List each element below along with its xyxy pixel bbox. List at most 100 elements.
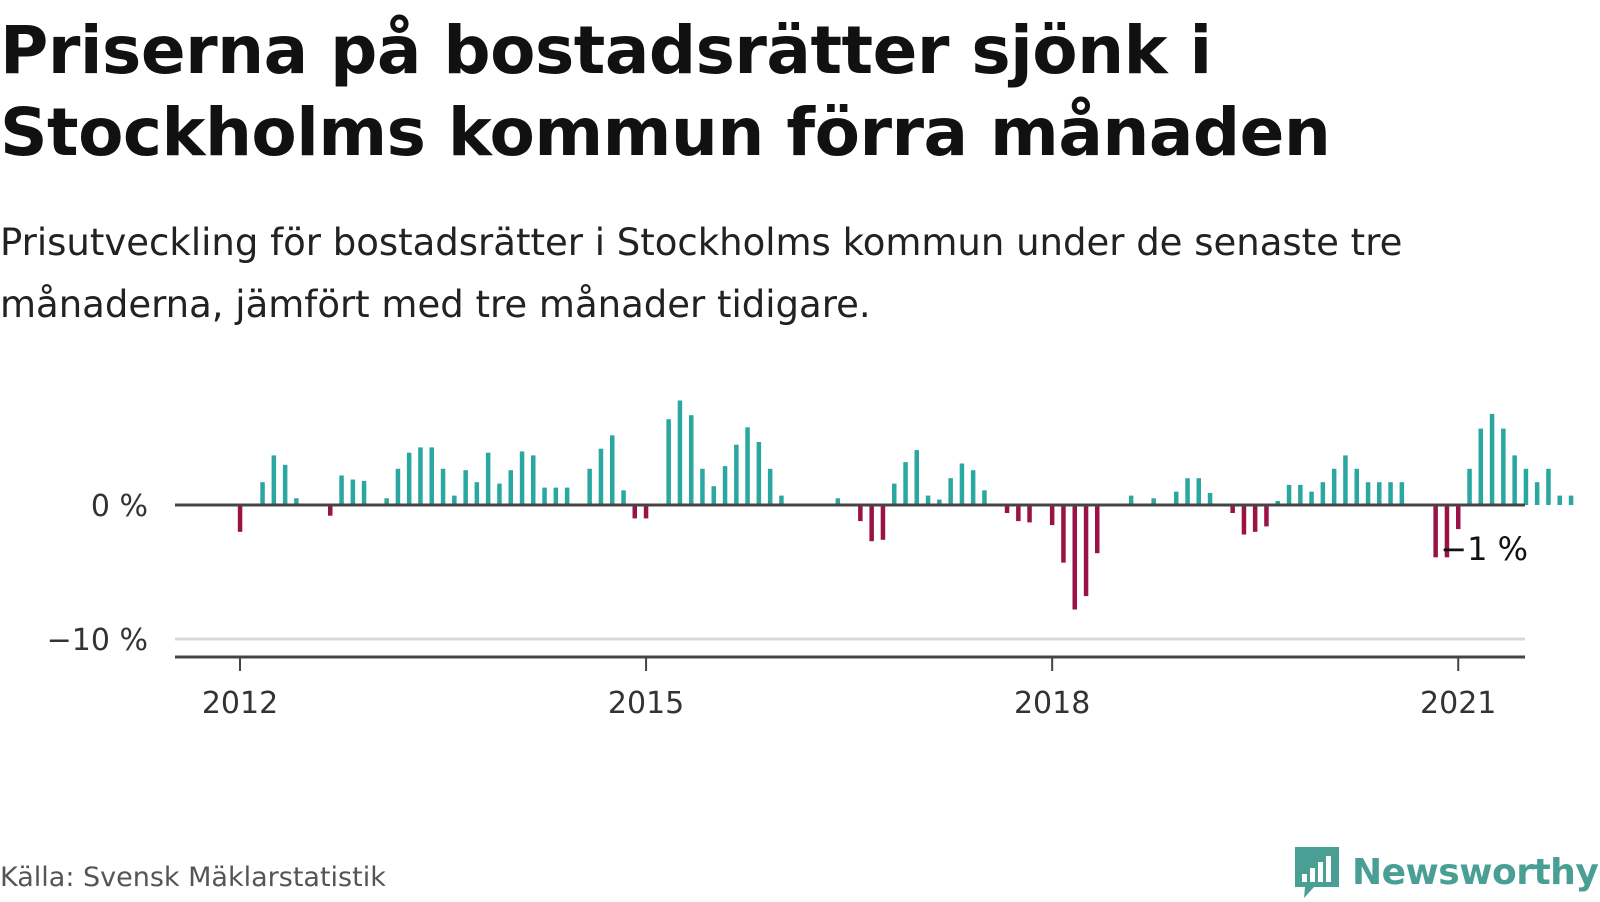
bar	[406, 452, 412, 505]
bar	[1298, 484, 1303, 505]
x-tick-label: 2012	[202, 686, 278, 721]
bar	[294, 498, 299, 505]
bar	[982, 490, 987, 505]
newsworthy-logo[interactable]: Newsworthy	[1292, 842, 1599, 902]
bar	[1377, 482, 1382, 505]
bar	[970, 470, 976, 505]
bar	[531, 455, 536, 505]
bar	[553, 487, 559, 505]
bar	[858, 505, 863, 522]
bar	[440, 468, 446, 505]
bar	[1557, 495, 1562, 505]
bar	[1433, 505, 1438, 558]
bar	[1241, 505, 1247, 535]
y-tick-label: 0 %	[91, 489, 148, 524]
bar	[1365, 482, 1371, 505]
bar	[384, 498, 389, 505]
bar	[429, 447, 434, 505]
bar	[643, 505, 649, 519]
bar	[1534, 482, 1540, 505]
bar	[452, 495, 457, 505]
bar	[1399, 482, 1405, 505]
label-layer: 0 %−10 %20122015201820212023−1 %	[47, 489, 1528, 721]
latest-value-label: −1 %	[1440, 530, 1528, 568]
bar	[1512, 455, 1517, 505]
bar	[1083, 505, 1089, 597]
bar	[587, 468, 592, 505]
bar	[1252, 505, 1258, 532]
bar	[463, 470, 468, 505]
bar	[1501, 428, 1506, 505]
bar	[1320, 482, 1326, 505]
bar	[925, 495, 931, 505]
bar	[519, 451, 525, 505]
bar	[1489, 413, 1495, 505]
bar	[1027, 505, 1032, 523]
bar	[1230, 505, 1235, 513]
bar	[948, 478, 953, 505]
bar	[1331, 468, 1337, 505]
bar	[1061, 505, 1066, 563]
x-tick-label: 2021	[1420, 686, 1496, 721]
bar	[271, 455, 277, 505]
bar	[869, 505, 874, 542]
bar	[779, 495, 784, 505]
bar	[1072, 505, 1077, 610]
bar	[903, 462, 908, 505]
chart-title: Priserna på bostadsrätter sjönk i Stockh…	[0, 12, 1331, 171]
bar	[1568, 495, 1574, 505]
bar	[1478, 428, 1483, 505]
bar	[1016, 505, 1021, 522]
bar	[914, 450, 919, 505]
bars-layer	[237, 400, 1574, 610]
bar	[1207, 492, 1213, 505]
bar	[474, 482, 480, 505]
bar	[689, 415, 694, 505]
bar	[339, 475, 344, 505]
source-note: Källa: Svensk Mäklarstatistik	[0, 862, 386, 893]
bar	[395, 468, 401, 505]
bar	[677, 400, 683, 505]
axis-layer	[175, 503, 1525, 671]
bar	[621, 490, 626, 505]
bar	[282, 464, 288, 505]
bar	[1523, 468, 1529, 505]
bar	[722, 466, 728, 505]
bar	[1444, 505, 1450, 558]
bar	[1151, 498, 1156, 505]
bar	[598, 448, 604, 505]
x-tick-label: 2018	[1014, 686, 1090, 721]
bar	[1264, 505, 1269, 527]
bar	[835, 498, 841, 505]
bar	[666, 419, 671, 505]
bar	[508, 470, 513, 505]
brand-name: Newsworthy	[1352, 851, 1599, 893]
bar	[1174, 491, 1179, 505]
bar	[937, 499, 942, 505]
bar-chart: 0 %−10 %20122015201820212023−1 %	[47, 400, 1574, 721]
bar	[610, 435, 615, 505]
bar	[1004, 505, 1010, 513]
bar	[1185, 478, 1190, 505]
bar	[1456, 505, 1461, 530]
bar	[711, 486, 716, 505]
chart-bubble-icon	[1295, 847, 1339, 898]
bar	[767, 468, 773, 505]
bar	[1354, 468, 1359, 505]
bar	[1309, 491, 1314, 505]
bar	[1546, 468, 1551, 505]
bar	[1467, 468, 1472, 505]
x-tick-label: 2015	[608, 686, 684, 721]
bar	[880, 505, 886, 540]
bar	[745, 427, 750, 505]
bar	[564, 487, 570, 505]
bar	[734, 444, 739, 505]
bar	[1275, 501, 1280, 505]
bar	[959, 463, 965, 505]
bar	[756, 442, 762, 505]
bar	[497, 483, 502, 505]
bar	[542, 487, 547, 505]
chart-subtitle: Prisutveckling för bostadsrätter i Stock…	[0, 221, 1403, 326]
bar	[361, 480, 367, 505]
bar	[1286, 484, 1292, 505]
